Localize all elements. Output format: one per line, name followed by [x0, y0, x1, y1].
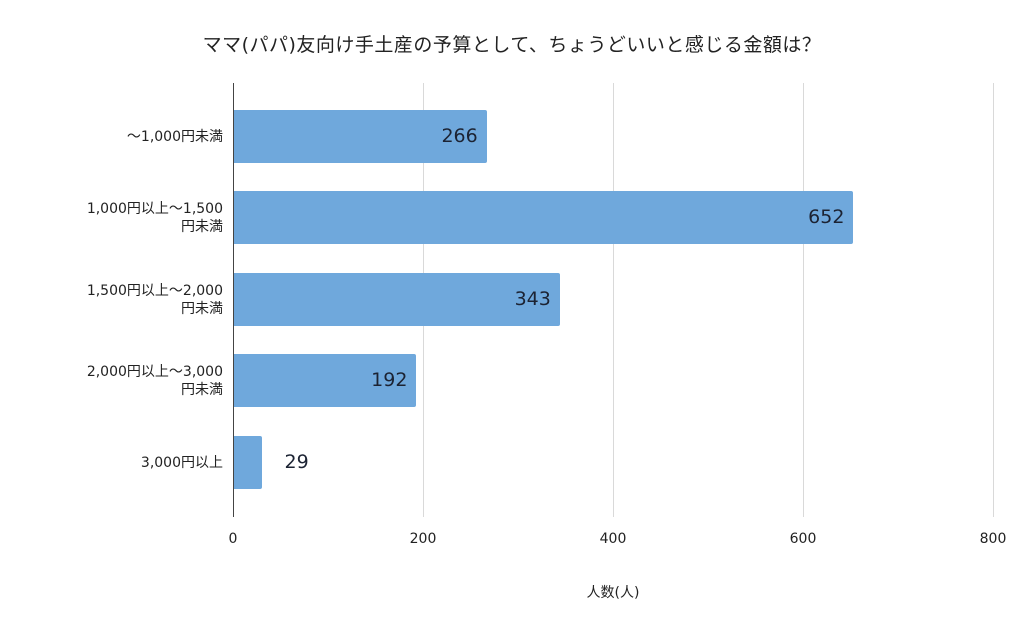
bar: [234, 354, 417, 407]
bar: [234, 273, 560, 326]
bar-value-label: 652: [808, 206, 845, 228]
chart-title: ママ(パパ)友向け手土産の予算として、ちょうどいいと感じる金額は？: [202, 34, 822, 56]
x-tick-label: 0: [228, 531, 238, 547]
x-tick-label: 200: [409, 531, 437, 547]
bar: [234, 191, 854, 244]
bar-value-label: 266: [441, 125, 478, 147]
category-label: 〜1,000円未満: [126, 128, 223, 145]
gridline: [803, 83, 804, 517]
x-tick-label: 600: [789, 531, 817, 547]
bar: [234, 436, 262, 489]
bar-value-label: 192: [371, 369, 408, 391]
category-label: 2,000円以上〜3,000 円未満: [86, 363, 223, 398]
category-label: 3,000円以上: [140, 454, 223, 471]
y-axis-line: [233, 83, 234, 517]
gridline: [993, 83, 994, 517]
bar: [234, 110, 487, 163]
category-label: 1,000円以上〜1,500 円未満: [86, 200, 223, 235]
bar-value-label: 29: [284, 451, 309, 473]
bar-value-label: 343: [514, 288, 551, 310]
x-tick-label: 400: [599, 531, 627, 547]
plot-area: 266 652 343 192 29: [233, 83, 994, 517]
category-label: 1,500円以上〜2,000 円未満: [86, 282, 223, 317]
x-axis-label: 人数(人): [586, 585, 640, 601]
x-tick-label: 800: [979, 531, 1007, 547]
gridline: [613, 83, 614, 517]
